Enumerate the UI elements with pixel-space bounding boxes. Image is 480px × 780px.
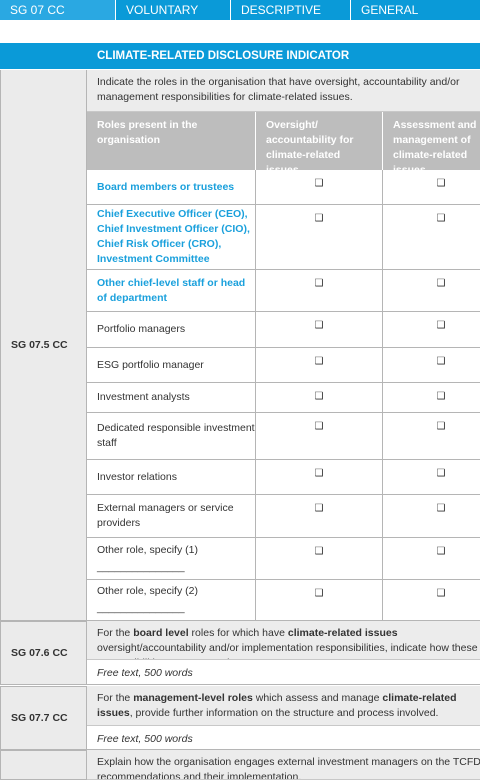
text-part: oversight/accountability and/or implemen… (97, 642, 478, 659)
text-part: Explain how the organisation engages ext… (97, 756, 480, 780)
checkbox: ❑ (383, 580, 480, 621)
role-cell: Chief Executive Officer (CEO), Chief Inv… (87, 205, 256, 270)
role-cell: ESG portfolio manager (87, 348, 256, 383)
blank-line: _______________ (97, 560, 185, 573)
checkbox: ❑ (383, 170, 480, 205)
checkbox: ❑ (383, 205, 480, 270)
checkbox: ❑ (383, 413, 480, 460)
table-header: Oversight/ accountability for climate-re… (256, 112, 383, 170)
checkbox: ❑ (256, 383, 383, 413)
table-header: Assessment and management of climate-rel… (383, 112, 480, 170)
checkbox: ❑ (256, 205, 383, 270)
tab: DESCRIPTIVE (230, 0, 350, 20)
text-part: climate-related issues (287, 627, 398, 639)
section-left (0, 750, 87, 780)
checkbox: ❑ (383, 383, 480, 413)
checkbox: ❑ (256, 170, 383, 205)
text-part: which assess and manage (252, 692, 383, 704)
checkbox: ❑ (383, 348, 480, 383)
intro-text: Indicate the roles in the organisation t… (87, 70, 480, 112)
role: Other role, specify (2) (97, 585, 198, 597)
indicator-header: CLIMATE-RELATED DISCLOSURE INDICATOR (87, 43, 480, 70)
checkbox: ❑ (256, 413, 383, 460)
role: ESG portfolio manager (97, 358, 204, 371)
text-part: roles for which have (188, 627, 288, 639)
checkbox: ❑ (256, 495, 383, 538)
text-part: Indicate the roles in the organisation t… (97, 76, 460, 103)
checkbox: ❑ (383, 312, 480, 348)
free-text: Free text, 500 words (87, 660, 480, 685)
role-cell: Investment analysts (87, 383, 256, 413)
checkbox: ❑ (256, 538, 383, 580)
tab: GENERAL (350, 0, 480, 20)
role: Other role, specify (1) (97, 543, 198, 556)
role-cell: Other role, specify (2) _______________ (87, 580, 256, 621)
checkbox: ❑ (383, 495, 480, 538)
role: External managers or service providers (97, 502, 234, 529)
section-id: SG 07.6 CC (0, 621, 87, 685)
question-text: Explain how the organisation engages ext… (87, 750, 480, 780)
role-cell: Other chief-level staff or head of depar… (87, 270, 256, 312)
question-text: For the management-level roles which ass… (87, 686, 480, 726)
role-cell: Other role, specify (1) _______________ (87, 538, 256, 580)
header-left (0, 43, 87, 70)
text-part: For the (97, 627, 134, 639)
role: Investment analysts (97, 391, 190, 403)
question-text: For the board level roles for which have… (87, 621, 480, 660)
text-part: management-level roles (133, 692, 253, 704)
text-part: board level (133, 627, 189, 639)
blank-line: _______________ (97, 602, 185, 614)
checkbox: ❑ (256, 580, 383, 621)
role-cell: Board members or trustees (87, 170, 256, 205)
role: Chief Executive Officer (CEO), Chief Inv… (97, 208, 250, 265)
text-part: For the (97, 692, 134, 704)
role-cell: Dedicated responsible investment staff (87, 413, 256, 460)
section-id: SG 07.5 CC (0, 70, 87, 621)
text-part: , provide further information on the str… (129, 707, 439, 719)
role-cell: Portfolio managers (87, 312, 256, 348)
role-cell: External managers or service providers (87, 495, 256, 538)
checkbox: ❑ (256, 270, 383, 312)
role: Board members or trustees (97, 180, 235, 193)
role-cell: Investor relations (87, 460, 256, 495)
tab: SG 07 CC (0, 0, 115, 20)
text-part: climate-related issues (97, 692, 457, 719)
tab: VOLUNTARY (115, 0, 230, 20)
role: Dedicated responsible investment staff (97, 422, 255, 449)
checkbox: ❑ (256, 348, 383, 383)
free-text: Free text, 500 words (87, 726, 480, 750)
checkbox: ❑ (256, 312, 383, 348)
section-id: SG 07.7 CC (0, 686, 87, 750)
checkbox: ❑ (383, 460, 480, 495)
role: Other chief-level staff or head of depar… (97, 276, 246, 304)
checkbox: ❑ (256, 460, 383, 495)
checkbox: ❑ (383, 538, 480, 580)
table-header: Roles present in the organisation (87, 112, 256, 170)
checkbox: ❑ (383, 270, 480, 312)
role: Portfolio managers (97, 323, 186, 335)
role: Investor relations (97, 470, 177, 483)
